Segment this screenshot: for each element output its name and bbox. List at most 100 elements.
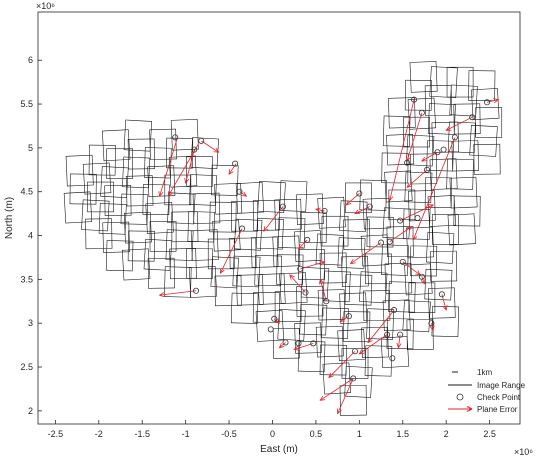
image-range-frame: [471, 88, 500, 120]
plane-error-shaft: [389, 226, 412, 242]
plane-error-shaft: [402, 261, 421, 276]
image-range-frame: [105, 240, 134, 272]
image-range-frame: [145, 202, 174, 234]
image-range-frame: [380, 244, 409, 276]
plane-error-arrowhead: [412, 234, 418, 241]
plane-error-shaft: [486, 99, 499, 103]
plane-error-arrowhead: [406, 182, 413, 188]
image-range-frame: [426, 140, 454, 172]
legend-item-image-range: Image Range: [477, 381, 526, 390]
image-range-frame: [362, 197, 391, 230]
image-range-frame: [322, 362, 351, 395]
y-tick-label: 5.5: [20, 99, 33, 109]
plane-error-arrowhead: [337, 408, 342, 415]
plane-error-arrow: [412, 137, 456, 241]
plane-error-arrow: [184, 149, 195, 184]
image-range-frame: [230, 292, 259, 324]
image-range-frame: [384, 262, 413, 295]
image-range-frame: [427, 103, 456, 135]
plane-error-arrow: [405, 112, 423, 162]
image-range-frame: [449, 84, 478, 117]
plane-error-arrowhead: [493, 98, 500, 104]
image-range-frame: [430, 250, 458, 282]
image-range-frame: [293, 230, 323, 262]
image-range-frame: [382, 207, 411, 240]
image-range-frame: [149, 128, 177, 160]
plane-error-arrowhead: [274, 318, 281, 324]
plane-error-shaft: [389, 99, 415, 201]
image-range-frame: [300, 266, 330, 299]
image-range-frame: [144, 147, 172, 179]
y-tick-label: 5: [28, 143, 33, 153]
image-range-frame: [405, 134, 435, 167]
plane-error-arrow: [228, 163, 237, 175]
plane-error-arrowhead: [167, 191, 173, 197]
plane-error-shaft: [201, 140, 219, 153]
image-range-frame: [317, 289, 346, 321]
plane-error-arrowhead: [339, 317, 346, 322]
check-point: [399, 258, 406, 265]
image-range-frame: [255, 218, 284, 250]
plane-error-shaft: [159, 290, 197, 296]
image-range-frame: [257, 181, 286, 213]
plane-error-arrowhead: [241, 191, 248, 197]
plane-error-shaft: [263, 206, 284, 232]
image-range-frame: [407, 97, 437, 130]
image-range-frame: [235, 181, 265, 214]
check-point: [366, 203, 373, 210]
plane-error-shaft: [359, 334, 388, 355]
check-point: [282, 339, 289, 346]
image-range-frame: [104, 185, 132, 216]
image-range-frame: [322, 270, 351, 303]
image-range-frame: [473, 143, 501, 175]
image-range-frame: [209, 201, 237, 233]
check-point: [378, 239, 385, 246]
image-range-frame: [386, 318, 414, 350]
plane-error-arrow: [406, 169, 428, 188]
plane-error-arrow: [319, 378, 354, 401]
plane-error-arrowhead: [388, 195, 394, 202]
plane-error-shaft: [406, 169, 428, 188]
plane-error-shaft: [220, 228, 243, 274]
check-point: [469, 114, 476, 121]
x-axis-label: East (m): [260, 444, 298, 455]
image-range-frame: [147, 165, 176, 197]
check-point: [414, 214, 421, 221]
image-range-frame: [123, 211, 152, 244]
image-range-frame: [408, 282, 436, 313]
plane-error-arrowhead: [293, 345, 300, 351]
image-range-frame: [214, 182, 243, 215]
image-range-frame: [65, 154, 94, 187]
image-range-frame: [252, 292, 280, 323]
plane-error-arrowhead: [318, 278, 324, 285]
check-point: [321, 207, 328, 214]
plane-error-shaft: [445, 116, 473, 131]
image-range-frame: [102, 221, 130, 253]
image-range-frame: [341, 255, 369, 288]
plane-error-arrow: [429, 323, 435, 332]
image-range-frame: [360, 234, 390, 267]
x-axis-exponent: ×10⁶: [514, 447, 533, 457]
plane-error-arrowhead: [228, 169, 234, 175]
check-point: [411, 96, 418, 103]
plane-error-arrow: [399, 204, 434, 221]
check-point-layer: [172, 96, 490, 382]
plane-error-shaft: [421, 276, 425, 284]
plane-error-arrow: [263, 206, 284, 232]
plane-error-shaft: [289, 274, 306, 293]
image-range-frame: [429, 158, 458, 190]
y-tick-label: 3: [28, 318, 33, 328]
image-range-frame: [274, 291, 302, 322]
check-point: [198, 137, 205, 144]
y-tick-label: 3.5: [20, 274, 33, 284]
image-range-frame: [409, 61, 438, 93]
image-range-frame: [279, 272, 308, 305]
plane-error-shaft: [319, 279, 327, 302]
image-range-frame: [190, 137, 219, 170]
plane-error-shaft: [300, 261, 325, 270]
image-range-frame: [339, 292, 368, 325]
image-range-frame: [165, 229, 194, 261]
plane-error-arrowhead: [442, 305, 448, 311]
image-range-frame: [446, 158, 474, 190]
image-range-frame: [343, 311, 371, 343]
